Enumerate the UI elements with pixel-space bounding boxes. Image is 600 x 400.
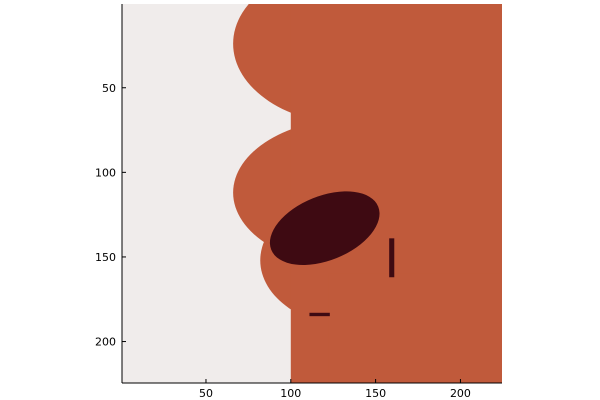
region-dark-streak <box>389 238 395 278</box>
region-bottom-block <box>328 273 502 383</box>
regions-group <box>233 4 502 383</box>
y-tick-label: 100 <box>95 166 116 179</box>
region-dark-ellipse <box>269 191 380 265</box>
y-tick-label: 200 <box>95 336 116 349</box>
y-tick-label: 50 <box>102 82 116 95</box>
x-axis-ticks: 50 100 150 200 <box>199 379 471 400</box>
x-tick-label: 50 <box>199 387 213 400</box>
plot-area <box>122 4 502 383</box>
x-tick-label: 150 <box>365 387 386 400</box>
x-tick-label: 100 <box>280 387 301 400</box>
x-tick-label: 200 <box>450 387 471 400</box>
y-tick-label: 150 <box>95 251 116 264</box>
region-dark-dash <box>309 312 330 317</box>
y-axis-ticks: 50 100 150 200 <box>95 82 126 349</box>
